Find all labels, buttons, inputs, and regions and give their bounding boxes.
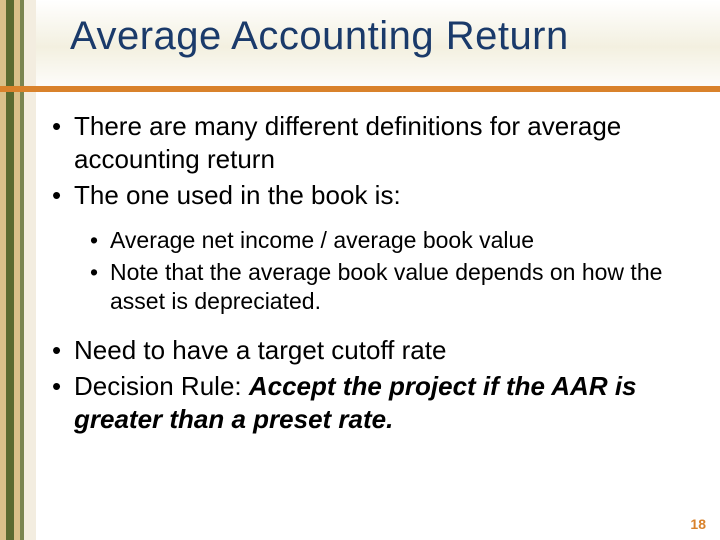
bullet-marker: • <box>46 110 74 143</box>
slide-body: • There are many different definitions f… <box>46 110 706 439</box>
page-number: 18 <box>690 516 706 532</box>
bullet-level2: • Note that the average book value depen… <box>46 258 706 316</box>
slide-title: Average Accounting Return <box>70 14 700 59</box>
bullet-marker: • <box>46 179 74 212</box>
bullet-marker: • <box>46 370 74 403</box>
bullet-level2: • Average net income / average book valu… <box>46 226 706 255</box>
bullet-level1: • There are many different definitions f… <box>46 110 706 175</box>
bullet-text: Need to have a target cutoff rate <box>74 334 706 367</box>
horizontal-rule <box>0 86 720 92</box>
bullet-text: Decision Rule: Accept the project if the… <box>74 370 706 435</box>
bullet-text: There are many different definitions for… <box>74 110 706 175</box>
bullet-marker: • <box>46 334 74 367</box>
bullet-text-plain: Decision Rule: <box>74 371 249 401</box>
bullet-level1: • Decision Rule: Accept the project if t… <box>46 370 706 435</box>
bullet-level1: • The one used in the book is: <box>46 179 706 212</box>
bullet-marker: • <box>86 226 110 255</box>
bullet-text: Note that the average book value depends… <box>110 258 706 316</box>
bullet-text: The one used in the book is: <box>74 179 706 212</box>
left-decorative-band <box>0 0 36 540</box>
bullet-marker: • <box>86 258 110 287</box>
bullet-text: Average net income / average book value <box>110 226 706 255</box>
bullet-level1: • Need to have a target cutoff rate <box>46 334 706 367</box>
